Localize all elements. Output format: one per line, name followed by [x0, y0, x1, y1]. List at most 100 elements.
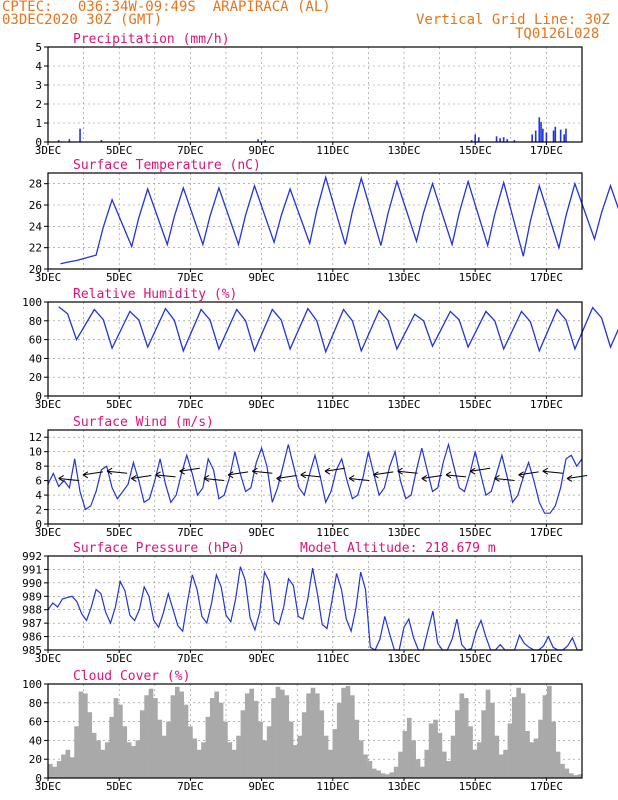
precip-bar: [264, 140, 266, 142]
wind-ytick-label: 0: [35, 518, 42, 531]
cloud-bar: [446, 761, 451, 778]
cloud-bar: [48, 763, 53, 778]
cloud-xtick-label: 11DEC: [316, 780, 349, 793]
wind-arrow-shaft: [82, 471, 103, 476]
cloud-bar: [319, 710, 325, 778]
cloud-bar: [144, 695, 149, 778]
cloud-bar: [402, 731, 408, 778]
precip-ytick-label: 5: [35, 41, 42, 54]
precip-bar: [534, 130, 537, 142]
cloud-xtick-label: 13DEC: [387, 780, 420, 793]
pressure-xtick-label: 11DEC: [316, 652, 349, 665]
wind-arrow-shaft: [494, 477, 515, 481]
precip-xtick-label: 5DEC: [106, 144, 133, 157]
cloud-bar: [174, 686, 180, 778]
wind-arrow-shaft: [155, 474, 176, 478]
cloud-bar: [450, 735, 456, 778]
wind-arrow-head: [276, 475, 282, 482]
wind-arrow-shaft: [300, 474, 321, 478]
rh-ytick-label: 0: [35, 390, 42, 403]
cloud-bar: [533, 738, 539, 778]
cloud-bar: [424, 749, 430, 778]
pressure-subtitle: Model Altitude: 218.679 m: [300, 541, 496, 556]
precip-xtick-label: 3DEC: [35, 144, 62, 157]
cloud-bar: [249, 688, 255, 778]
pressure-xtick-label: 5DEC: [106, 652, 133, 665]
cloud-bar: [481, 710, 487, 778]
cloud-bar: [214, 691, 220, 778]
rh-ytick-label: 20: [29, 371, 42, 384]
wind-ytick-label: 12: [29, 431, 42, 444]
cloud-bar: [573, 775, 578, 778]
wind-ytick-label: 2: [35, 504, 42, 517]
pressure-frame: [47, 555, 583, 651]
rh-series-line: [58, 306, 618, 354]
cloud-bar: [223, 721, 228, 778]
cloud-bar: [350, 695, 355, 778]
precip-bar: [79, 128, 81, 142]
precip-bar: [559, 129, 562, 142]
cloud-xtick-label: 5DEC: [106, 780, 133, 793]
precip-ytick-label: 3: [35, 79, 42, 92]
rh-xtick-label: 7DEC: [177, 398, 204, 411]
cloud-bar: [428, 723, 434, 778]
cloud-bar: [297, 735, 303, 778]
precip-bar: [565, 128, 567, 142]
precip-bar: [477, 137, 480, 142]
cloud-bar: [358, 740, 364, 778]
wind-arrow-shaft: [566, 474, 588, 479]
cloud-bar: [196, 749, 202, 778]
precip-title: Precipitation (mm/h): [73, 32, 230, 47]
precip-ytick-label: 0: [35, 136, 42, 149]
cloud-bar: [179, 691, 184, 778]
cloud-bar: [494, 735, 500, 778]
cloud-bar: [301, 712, 307, 778]
cloud-bar: [437, 732, 443, 778]
precip-xtick-label: 15DEC: [459, 144, 492, 157]
cloud-bar: [371, 768, 377, 778]
cloud-bar: [74, 726, 79, 778]
wind-arrow-shaft: [470, 467, 491, 472]
wind-arrow-head: [203, 475, 210, 482]
precip-xtick-label: 13DEC: [387, 144, 420, 157]
precip-bar: [506, 139, 509, 142]
wind-arrow-head: [469, 467, 476, 475]
wind-title: Surface Wind (m/s): [73, 415, 214, 430]
wind-arrow-head: [324, 467, 331, 475]
cloud-bar: [376, 770, 381, 778]
cloud-bar: [78, 691, 84, 778]
cloud-bar: [476, 742, 482, 778]
wind-arrow-head: [252, 467, 258, 475]
cloud-bar: [109, 716, 114, 778]
wind-arrow-shaft: [542, 470, 563, 474]
precip-bar: [531, 134, 533, 142]
cloud-bar: [367, 761, 373, 778]
pressure-xtick-label: 7DEC: [177, 652, 204, 665]
temp-ytick-label: 20: [29, 263, 42, 276]
precip-bar: [100, 140, 103, 142]
wind-frame: [47, 429, 583, 525]
temp-ytick-label: 26: [29, 199, 42, 212]
cloud-bar: [100, 749, 106, 778]
cloud-xtick-label: 17DEC: [530, 780, 563, 793]
cloud-bar: [328, 749, 333, 778]
cloud-bar: [52, 766, 58, 778]
precip-bar: [470, 140, 473, 142]
cloud-title: Cloud Cover (%): [73, 669, 190, 684]
precip-bar: [502, 137, 505, 142]
cloud-bar: [166, 721, 171, 778]
cloud-bar: [463, 698, 469, 778]
temp-xtick-label: 17DEC: [530, 271, 563, 284]
cloud-bar: [266, 726, 272, 778]
wind-ytick-label: 8: [35, 460, 42, 473]
header-date: 03DEC2020 30Z (GMT): [2, 12, 163, 28]
precip-bar: [257, 139, 259, 142]
pressure-xtick-label: 15DEC: [459, 652, 492, 665]
rh-xtick-label: 17DEC: [530, 398, 563, 411]
cloud-bar: [188, 726, 193, 778]
wind-arrow-shaft: [228, 471, 249, 476]
cloud-bar: [415, 759, 421, 778]
wind-xtick-label: 13DEC: [387, 526, 420, 539]
cloud-bar: [139, 710, 145, 778]
cloud-bar: [205, 716, 211, 778]
